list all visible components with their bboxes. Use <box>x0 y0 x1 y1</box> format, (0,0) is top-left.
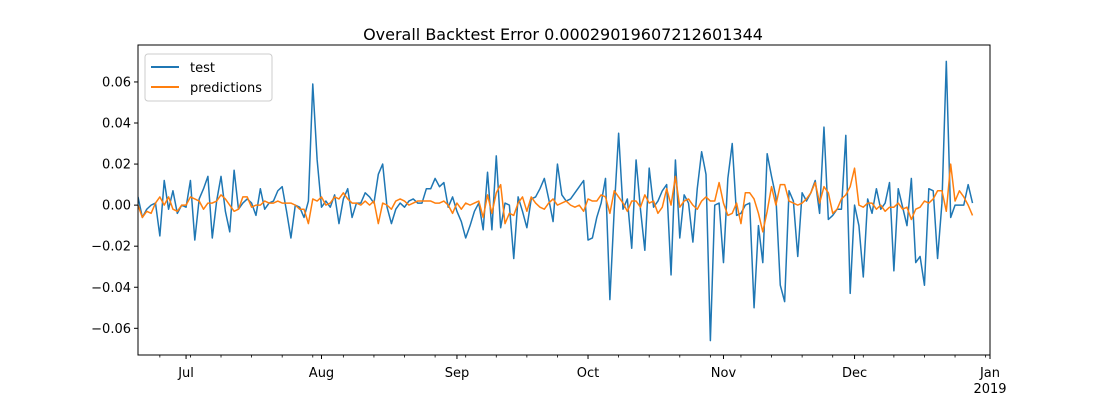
plot-frame <box>137 44 991 356</box>
x-tick-label: Sep <box>445 366 470 381</box>
y-axis: 0.06 0.04 0.02 0.00 −0.02 −0.04 −0.06 <box>91 75 138 337</box>
x-tick-year-label: 2019 <box>973 382 1006 397</box>
y-tick-label: −0.06 <box>91 322 131 337</box>
y-tick-label: 0.00 <box>102 199 131 214</box>
y-tick-label: 0.06 <box>102 75 131 90</box>
plot-area <box>137 44 991 356</box>
series-line-predictions <box>138 163 974 233</box>
x-tick-label: Aug <box>309 366 334 381</box>
chart-title: Overall Backtest Error 0.000290196072126… <box>363 25 763 44</box>
legend: test predictions <box>144 53 273 102</box>
x-tick-label: Oct <box>577 366 599 381</box>
x-tick-label: Nov <box>711 366 737 381</box>
legend-box <box>144 53 273 102</box>
y-tick-label: 0.04 <box>102 117 131 132</box>
x-tick-label: Jul <box>177 366 194 381</box>
y-tick-label: −0.04 <box>91 281 131 296</box>
series-line-test <box>138 60 974 342</box>
legend-label-predictions: predictions <box>190 81 262 96</box>
x-tick-label: Jan <box>979 366 1000 381</box>
series-layer <box>138 60 974 342</box>
y-tick-label: −0.02 <box>91 240 131 255</box>
x-tick-label: Dec <box>842 366 867 381</box>
legend-label-test: test <box>190 61 215 76</box>
y-tick-label: 0.02 <box>102 158 131 173</box>
